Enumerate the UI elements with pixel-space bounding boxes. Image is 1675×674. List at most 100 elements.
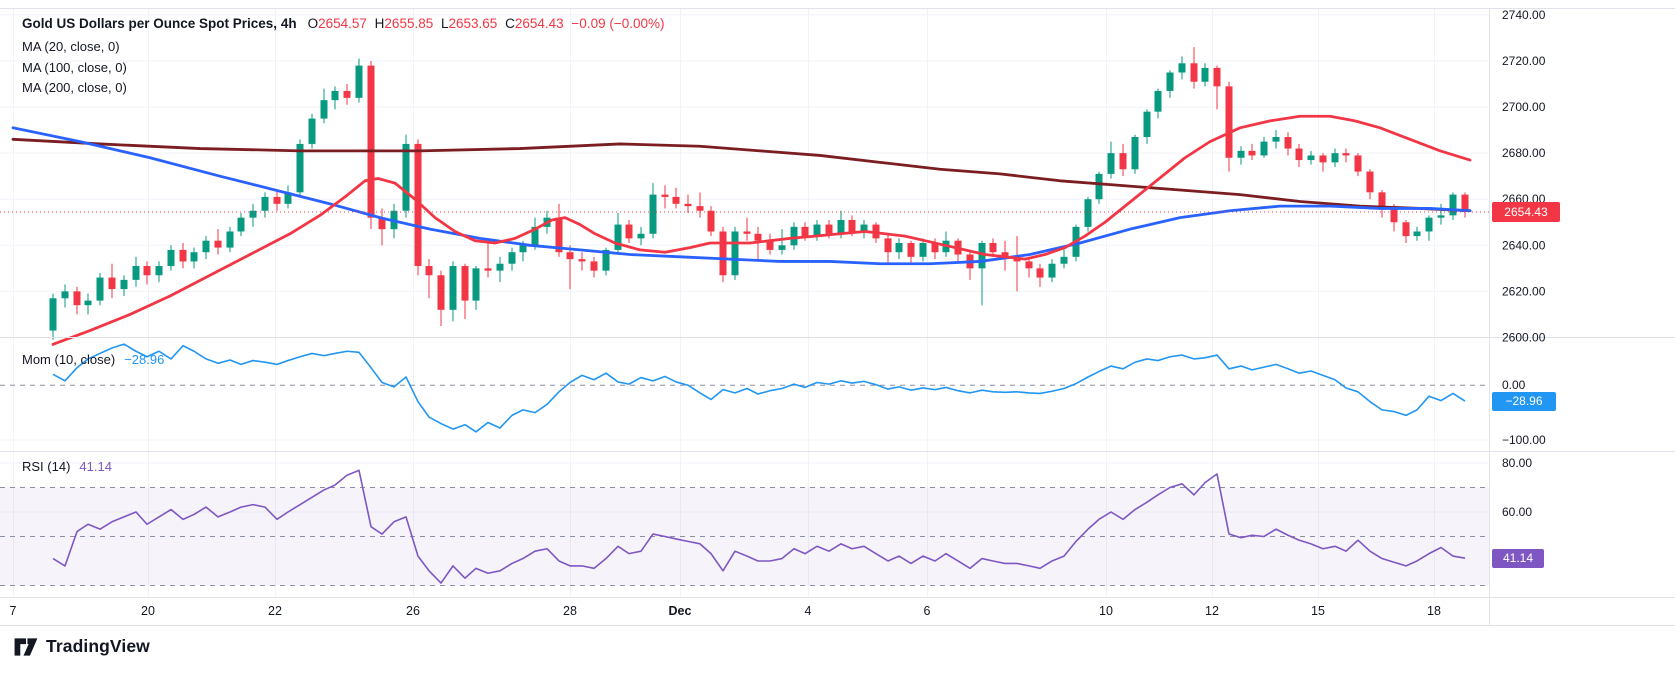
candle-body [1319,155,1327,163]
candle-body [1213,67,1221,87]
tradingview-logo-icon [14,637,38,656]
candle-body [249,210,257,218]
momentum-tick-label[interactable]: −100.00 [1502,433,1546,447]
price-tick-label[interactable]: 2600.00 [1502,330,1546,344]
candle-body [132,266,140,280]
candle-body [519,245,527,253]
candle-body [743,231,751,234]
momentum-value-badge: −28.96 [1492,391,1556,411]
time-axis-label[interactable]: 22 [268,604,282,618]
candle-body [1461,194,1469,213]
candle-body [1331,153,1339,163]
candle-body [1437,215,1445,218]
candle-body [343,90,351,98]
candle-body [143,266,151,276]
time-axis-label[interactable]: 20 [141,604,155,618]
candle-body [496,263,504,271]
candle-body [1095,173,1103,200]
ma100-line [11,126,1472,266]
candle-body [402,143,410,211]
candle-body [84,300,92,306]
time-axis-label[interactable]: 26 [406,604,420,618]
candle-body [778,245,786,250]
candle-body [320,100,328,119]
candle-body [860,224,868,232]
candle-body [837,219,845,234]
candle-body [825,224,833,234]
time-axis-label[interactable]: 12 [1205,604,1219,618]
time-axis-label[interactable]: 4 [805,604,812,618]
candle-body [108,277,116,290]
candle-body [696,206,704,211]
candle-body [167,249,175,267]
ma200-legend-item[interactable]: MA (200, close, 0) [22,78,665,99]
price-tick-label[interactable]: 2680.00 [1502,146,1546,160]
ma20-label: MA (20, close, 0) [22,39,120,55]
candle-body [355,65,363,98]
candle-body [1449,194,1457,216]
candle-body [766,240,774,250]
symbol-title-row[interactable]: Gold US Dollars per Ounce Spot Prices, 4… [22,14,665,34]
change-value: −0.09 (−0.00%) [571,16,665,31]
candle-body [649,194,657,234]
candle-body [484,268,492,271]
candle-body [1154,90,1162,112]
candle-body [73,291,81,306]
rsi-tick-label[interactable]: 80.00 [1502,456,1532,470]
candle-body [61,291,69,299]
time-axis-label[interactable]: 18 [1427,604,1441,618]
price-tick-label[interactable]: 2740.00 [1502,8,1546,22]
candle-body [919,243,927,257]
candle-body [602,249,610,271]
rsi-legend-item[interactable]: RSI (14) 41.14 [22,459,112,474]
candle-body [1237,150,1245,158]
ma20-line [51,114,1472,346]
candle-body [978,243,986,269]
candle-body [1143,111,1151,138]
momentum-legend-item[interactable]: Mom (10, close) −28.96 [22,352,164,367]
candle-body [1119,153,1127,170]
candle-body [1307,155,1315,161]
candle-body [1402,222,1410,237]
candle-body [1025,261,1033,269]
time-axis-label[interactable]: 7 [10,604,17,618]
candle-body [273,196,281,204]
time-axis-label[interactable]: Dec [669,604,692,618]
candle-body [661,194,669,197]
high-value: 2655.85 [384,16,434,31]
price-tick-label[interactable]: 2640.00 [1502,238,1546,252]
low-value: 2653.65 [448,16,498,31]
price-tick-label[interactable]: 2620.00 [1502,284,1546,298]
candle-body [461,266,469,301]
momentum-tick-label[interactable]: 0.00 [1502,378,1526,392]
legend: Gold US Dollars per Ounce Spot Prices, 4… [22,14,665,99]
tradingview-logo[interactable]: TradingView [13,636,150,657]
open-label: O [307,16,319,31]
candle-body [1060,256,1068,264]
candle-body [49,298,57,331]
candle-body [1036,268,1044,278]
momentum-line [52,343,1466,433]
ma200-line [11,137,1472,213]
candle-body [226,231,234,248]
candle-body [472,268,480,301]
time-axis-label[interactable]: 6 [924,604,931,618]
time-axis-label[interactable]: 10 [1099,604,1113,618]
time-axis-label[interactable]: 15 [1311,604,1325,618]
time-axis-label[interactable]: 28 [563,604,577,618]
price-tick-label[interactable]: 2700.00 [1502,100,1546,114]
ma100-label: MA (100, close, 0) [22,59,127,75]
tradingview-logo-text: TradingView [46,636,150,656]
rsi-tick-label[interactable]: 60.00 [1502,505,1532,519]
ma20-legend-item[interactable]: MA (20, close, 0) [22,37,665,58]
candle-body [731,231,739,276]
ma100-legend-item[interactable]: MA (100, close, 0) [22,58,665,79]
candle-body [331,90,339,101]
price-tick-label[interactable]: 2720.00 [1502,54,1546,68]
candle-body [790,226,798,246]
ohlc-values: O2654.57 H2655.85 L2653.65 C2654.43 −0.0… [304,14,665,34]
rsi-line [52,469,1466,584]
candle-body [1107,153,1115,174]
